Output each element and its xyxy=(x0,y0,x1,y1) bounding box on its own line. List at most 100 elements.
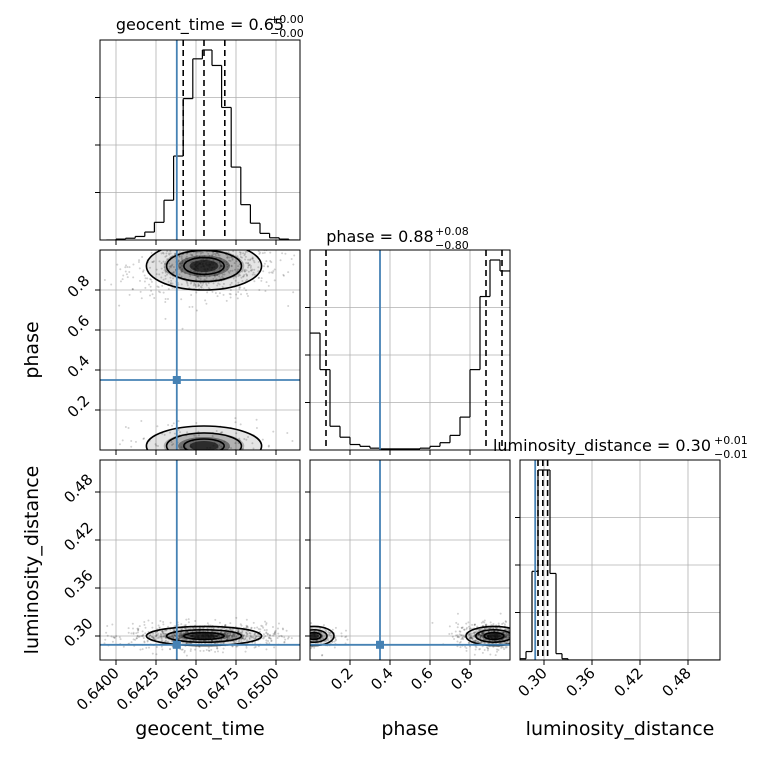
panel-phase-vs-luminosity-distance-point-1-95 xyxy=(327,639,330,642)
panel-geocent-time-vs-phase-point-0-723 xyxy=(238,286,241,289)
panel-geocent-time-vs-luminosity-distance-point-0-789 xyxy=(136,631,139,634)
panel-geocent-time-vs-phase-point-0-595 xyxy=(244,270,247,273)
panel-geocent-time-vs-luminosity-distance-point-0-65 xyxy=(179,632,182,635)
panel-geocent-time-vs-phase-point-0-567 xyxy=(228,256,231,259)
panel-geocent-time-vs-phase-point-0-157 xyxy=(214,254,217,257)
panel-phase-vs-luminosity-distance-point-0-50 xyxy=(470,636,473,639)
panel-geocent-time-vs-phase-point-0-622 xyxy=(223,273,226,276)
panel-geocent-time-vs-phase-point-0-118 xyxy=(226,265,229,268)
panel-phase-vs-luminosity-distance-point-1-55 xyxy=(297,642,299,644)
panel-phase-vs-luminosity-distance-point-1-164 xyxy=(294,622,296,624)
panel-geocent-time-vs-luminosity-distance-point-0-225 xyxy=(169,636,172,639)
panel-geocent-time-vs-phase-point-0-98 xyxy=(159,231,161,233)
panel-geocent-time-vs-luminosity-distance-point-0-241 xyxy=(252,636,255,639)
panel-geocent-time-vs-phase-point-0-319 xyxy=(151,293,154,296)
xtick-label-hist-luminosity-distance-2: 0.42 xyxy=(610,664,646,700)
panel-phase-vs-luminosity-distance-point-1-74 xyxy=(327,631,330,634)
panel-geocent-time-vs-luminosity-distance-point-0-778 xyxy=(269,637,272,640)
panel-phase-vs-luminosity-distance-point-1-162 xyxy=(301,647,303,649)
panel-geocent-time-vs-phase-point-0-274 xyxy=(166,258,169,261)
panel-geocent-time-vs-phase-point-1-17 xyxy=(243,469,245,471)
panel-geocent-time-vs-luminosity-distance-point-0-863 xyxy=(257,633,260,636)
panel-phase-vs-luminosity-distance-point-0-620 xyxy=(480,641,483,644)
panel-phase-vs-luminosity-distance-point-0-715 xyxy=(500,639,503,642)
panel-geocent-time-vs-luminosity-distance-point-0-637 xyxy=(195,627,198,630)
panel-phase-vs-luminosity-distance-contour-0-1 xyxy=(475,628,510,644)
panel-geocent-time-vs-phase-point-0-148 xyxy=(208,258,211,261)
panel-geocent-time-vs-luminosity-distance-point-0-376 xyxy=(178,632,181,635)
panel-phase-vs-luminosity-distance-point-0-528 xyxy=(458,633,461,636)
panel-geocent-time-vs-phase-point-0-335 xyxy=(169,266,172,269)
panel-phase-vs-luminosity-distance-point-0-691 xyxy=(474,645,477,648)
panel-phase-vs-luminosity-distance-point-1-69 xyxy=(303,630,305,632)
panel-phase-vs-luminosity-distance-point-0-337 xyxy=(473,623,476,626)
panel-geocent-time-vs-phase-point-0-536 xyxy=(171,230,173,232)
panel-phase-vs-luminosity-distance-density-0-3 xyxy=(487,633,501,639)
panel-geocent-time-vs-phase-point-0-317 xyxy=(159,245,161,247)
panel-geocent-time-vs-phase-point-0-106 xyxy=(131,288,134,291)
panel-phase-vs-luminosity-distance-point-0-401 xyxy=(523,634,525,636)
panel-geocent-time-vs-phase-point-0-226 xyxy=(208,254,211,257)
panel-geocent-time-vs-phase-point-1-120 xyxy=(220,445,223,448)
panel-geocent-time-vs-phase-point-0-295 xyxy=(228,292,231,295)
panel-geocent-time-vs-phase-point-0-470 xyxy=(181,262,184,265)
panel-geocent-time-vs-phase-point-0-344 xyxy=(186,281,189,284)
panel-geocent-time-vs-luminosity-distance-point-0-688 xyxy=(227,632,230,635)
panel-geocent-time-vs-luminosity-distance-point-0-714 xyxy=(169,621,172,624)
panel-geocent-time-vs-luminosity-distance-point-0-659 xyxy=(132,638,135,641)
panel-phase-vs-luminosity-distance-point-0-151 xyxy=(514,635,516,637)
panel-geocent-time-vs-phase-point-0-528 xyxy=(116,263,119,266)
xtick-label-geocent-time-0: 0.6400 xyxy=(73,664,123,714)
panel-geocent-time-vs-phase-point-0-10 xyxy=(236,268,239,271)
panel-geocent-time-vs-phase-point-0-645 xyxy=(215,252,218,255)
panel-geocent-time-vs-phase-point-0-313 xyxy=(238,273,241,276)
panel-phase-vs-luminosity-distance-point-0-120 xyxy=(480,632,483,635)
panel-geocent-time-vs-phase-point-1-130 xyxy=(223,440,226,443)
xtick-label-hist-luminosity-distance-3: 0.48 xyxy=(658,664,694,700)
panel-geocent-time-vs-phase-point-0-35 xyxy=(164,277,167,280)
panel-phase-vs-luminosity-distance-point-0-58 xyxy=(472,632,475,635)
panel-geocent-time-vs-luminosity-distance-point-0-110 xyxy=(143,620,146,623)
panel-phase-vs-luminosity-distance-point-0-450 xyxy=(451,635,454,638)
panel-geocent-time-vs-luminosity-distance-point-0-549 xyxy=(158,636,161,639)
xtick-label-phase-2: 0.6 xyxy=(407,664,437,694)
panel-geocent-time-vs-luminosity-distance-point-0-665 xyxy=(135,632,138,635)
panel-phase-vs-luminosity-distance-point-0-534 xyxy=(479,635,482,638)
panel-geocent-time-vs-luminosity-distance-point-0-753 xyxy=(241,637,244,640)
panel-phase-vs-luminosity-distance-content xyxy=(294,460,525,660)
panel-phase-vs-luminosity-distance-point-0-66 xyxy=(483,638,486,641)
panel-geocent-time-vs-luminosity-distance-point-0-258 xyxy=(227,632,230,635)
panel-geocent-time-vs-luminosity-distance-point-0-832 xyxy=(181,638,184,641)
panel-geocent-time-vs-phase-point-0-578 xyxy=(190,281,193,284)
panel-geocent-time-vs-phase-point-0-262 xyxy=(164,317,167,320)
panel-geocent-time-vs-phase-point-0-597 xyxy=(152,247,154,249)
panel-geocent-time-vs-phase-point-0-182 xyxy=(194,285,197,288)
panel-geocent-time-vs-luminosity-distance-point-0-500 xyxy=(225,636,228,639)
panel-geocent-time-vs-luminosity-distance-point-0-297 xyxy=(135,637,138,640)
panel-geocent-time-vs-phase-point-0-698 xyxy=(177,283,180,286)
panel-phase-vs-luminosity-distance-point-0-165 xyxy=(522,633,524,635)
ytick-label-phase-2: 0.6 xyxy=(64,312,94,342)
panel-geocent-time-vs-phase-point-0-370 xyxy=(203,246,205,248)
panel-geocent-time-vs-phase-point-0-490 xyxy=(225,228,227,230)
panel-geocent-time-vs-phase-contour-1-1 xyxy=(165,432,243,450)
panel-phase-vs-luminosity-distance-point-1-16 xyxy=(303,647,305,649)
panel-geocent-time-vs-phase-point-0-93 xyxy=(241,275,244,278)
panel-phase-vs-luminosity-distance-point-0-474 xyxy=(501,622,504,625)
panel-geocent-time-vs-phase-point-0-445 xyxy=(169,276,172,279)
xtick-label-geocent-time-2: 0.6450 xyxy=(153,664,203,714)
panel-phase-vs-luminosity-distance-point-0-253 xyxy=(502,622,505,625)
panel-geocent-time-vs-luminosity-distance-point-0-207 xyxy=(265,632,268,635)
panel-phase-vs-luminosity-distance-point-0-317 xyxy=(516,637,518,639)
panel-phase-vs-luminosity-distance-point-0-549 xyxy=(456,636,459,639)
panel-geocent-time-vs-luminosity-distance-point-0-31 xyxy=(162,631,165,634)
panel-geocent-time-vs-phase-point-1-33 xyxy=(230,464,232,466)
panel-geocent-time-vs-luminosity-distance-point-0-323 xyxy=(245,618,248,621)
panel-geocent-time-vs-luminosity-distance-point-0-822 xyxy=(229,632,232,635)
panel-geocent-time-vs-luminosity-distance-point-0-812 xyxy=(165,637,168,640)
panel-geocent-time-vs-phase-point-0-732 xyxy=(257,270,260,273)
panel-phase-vs-luminosity-distance-point-0-619 xyxy=(458,630,461,633)
panel-geocent-time-vs-luminosity-distance-point-0-547 xyxy=(281,627,284,630)
panel-geocent-time-vs-luminosity-distance-point-0-118 xyxy=(249,635,252,638)
panel-phase-vs-luminosity-distance-point-0-47 xyxy=(504,646,507,649)
